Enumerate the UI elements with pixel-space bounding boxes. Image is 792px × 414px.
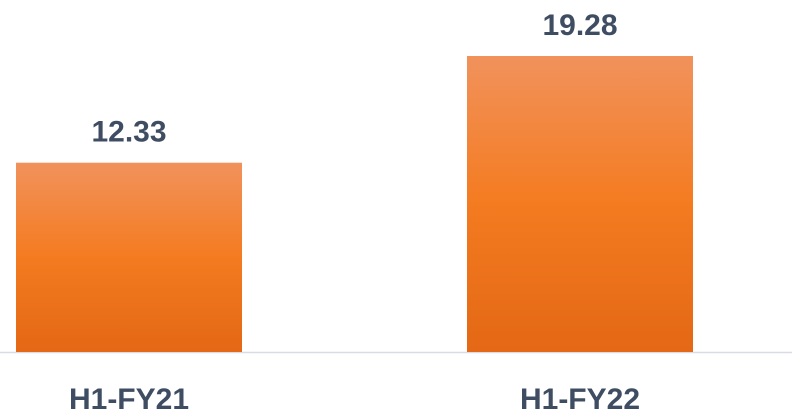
x-tick-label: H1-FY22 <box>520 383 640 414</box>
bar <box>16 162 242 352</box>
bar <box>467 56 693 352</box>
x-tick-label: H1-FY21 <box>69 383 189 414</box>
value-label: 19.28 <box>542 9 617 42</box>
value-label: 12.33 <box>91 116 166 149</box>
